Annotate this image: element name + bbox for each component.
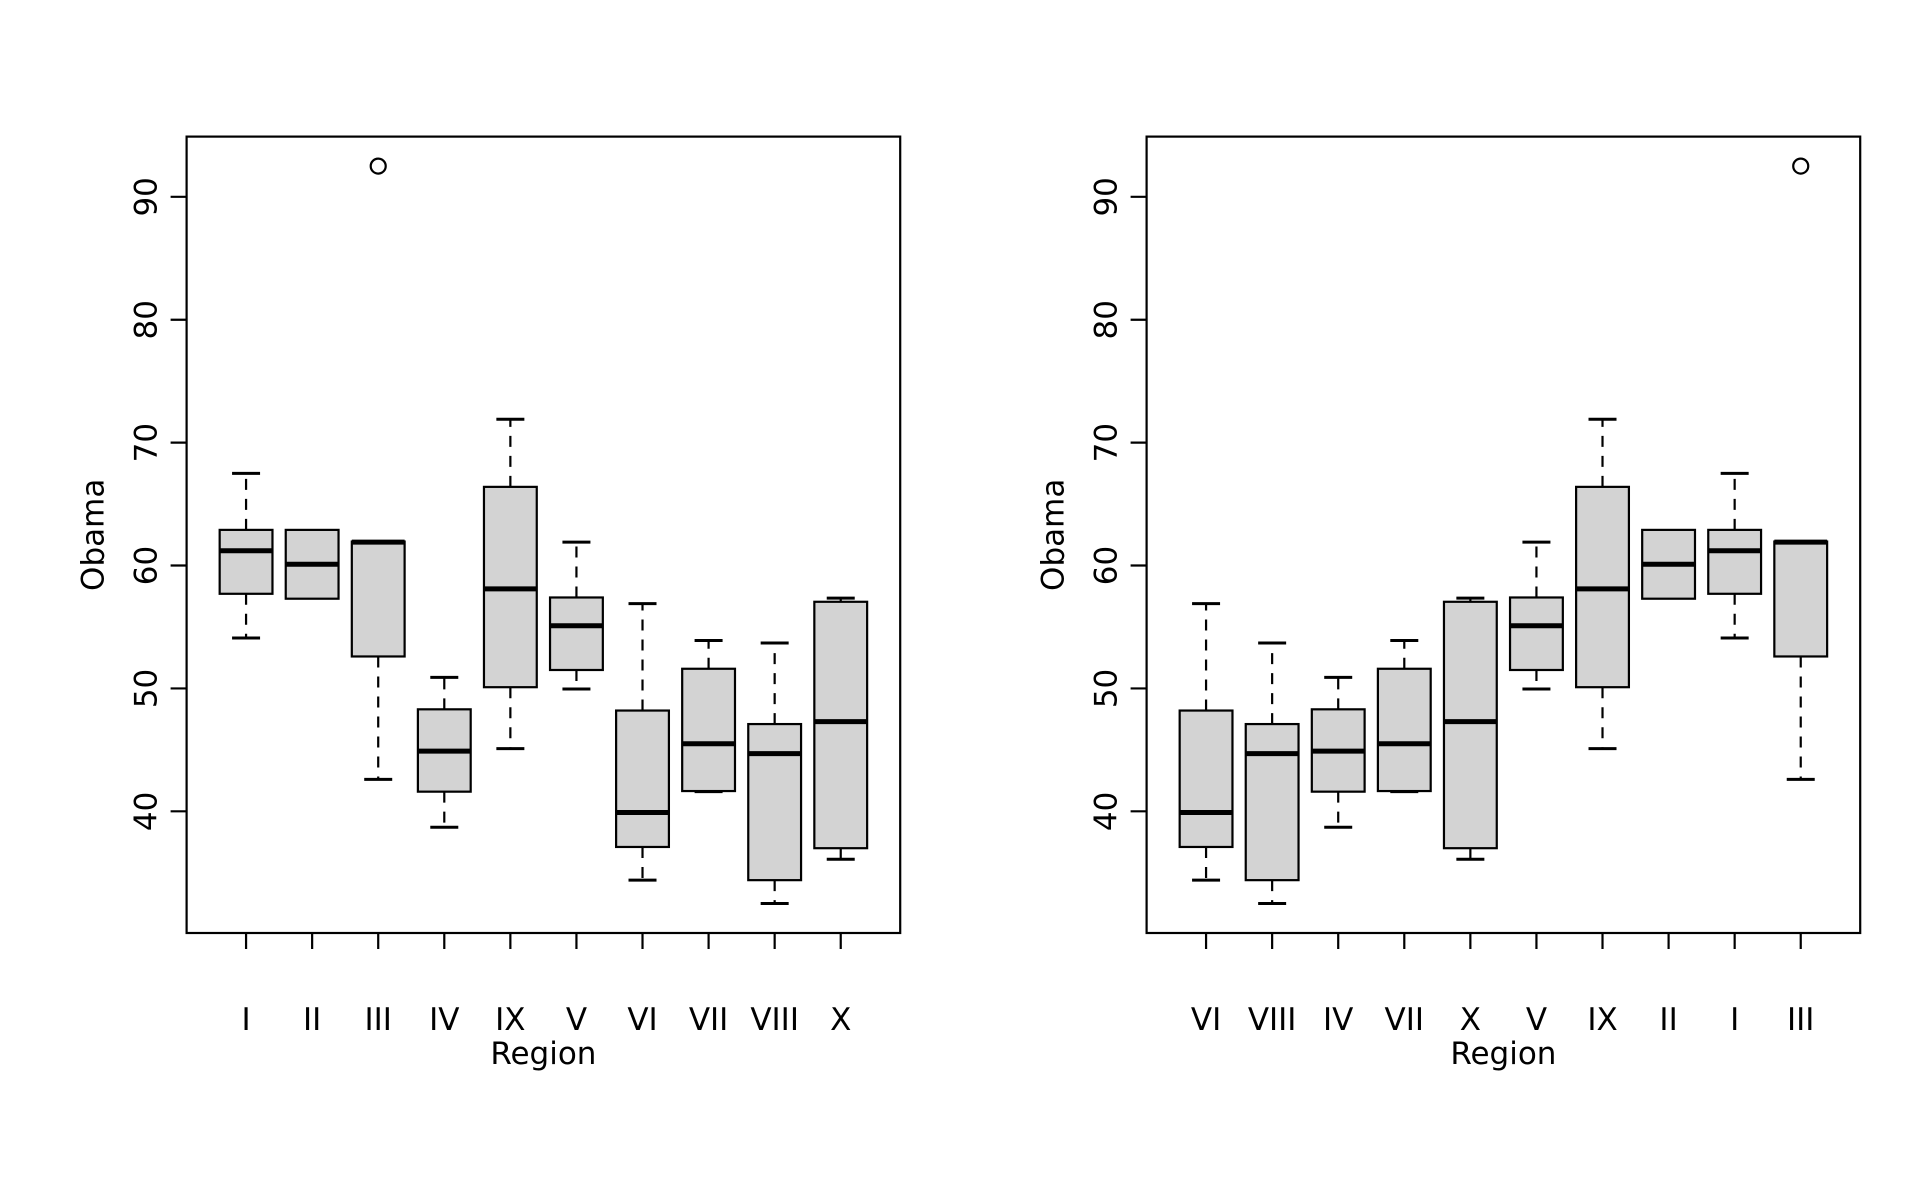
x-tick-label: IV [1323,1002,1353,1038]
box-group-VIII [747,641,803,906]
iqr-box [1508,596,1564,672]
y-tick-label: 60 [129,546,165,585]
x-tick-label: VIII [750,1002,799,1038]
iqr-box [548,596,604,672]
outlier-point [369,157,387,175]
box-group-II [284,528,340,600]
box-group-III [350,157,406,781]
iqr-box [218,528,274,595]
box-group-IX [482,417,538,751]
box-group-III [1773,157,1829,781]
box-group-X [1442,596,1498,861]
iqr-box [1707,528,1763,595]
y-axis-title: Obama [76,479,112,591]
box-group-IV [416,675,472,829]
y-axis-title: Obama [1036,479,1072,591]
y-tick-label: 50 [1089,669,1125,708]
x-tick-label: X [830,1002,851,1038]
box-group-VI [1178,602,1234,882]
x-axis-title: Region [490,1036,596,1072]
x-tick-label: IX [495,1002,525,1038]
iqr-box [615,709,671,849]
iqr-box [1442,600,1498,850]
iqr-box [681,667,737,793]
y-tick-label: 70 [1089,423,1125,462]
x-tick-label: I [1730,1002,1739,1038]
outlier-point [1792,157,1810,175]
iqr-box [350,540,406,658]
x-tick-label: VII [1385,1002,1425,1038]
iqr-box [813,600,869,850]
box-group-V [548,540,604,691]
box-group-VI [615,602,671,882]
y-tick-label: 90 [129,177,165,216]
box-group-VII [1376,638,1432,794]
iqr-box [747,722,803,882]
y-tick-label: 60 [1089,546,1125,585]
x-tick-label: IV [429,1002,459,1038]
y-tick-label: 80 [129,300,165,339]
x-tick-label: I [241,1002,250,1038]
y-tick-label: 40 [1089,792,1125,831]
plot-border [1145,135,1862,935]
y-tick-label: 50 [129,669,165,708]
x-tick-label: III [364,1002,391,1038]
box-group-VII [681,638,737,794]
y-tick-label: 70 [129,423,165,462]
x-tick-label: VIII [1248,1002,1297,1038]
x-tick-label: V [1526,1002,1547,1038]
x-tick-label: III [1787,1002,1814,1038]
y-tick-label: 40 [129,792,165,831]
box-group-IV [1310,675,1366,829]
box-group-I [1707,471,1763,640]
x-tick-label: VII [689,1002,729,1038]
box-group-V [1508,540,1564,691]
iqr-box [1773,540,1829,658]
x-tick-label: IX [1587,1002,1617,1038]
iqr-box [1178,709,1234,849]
box-group-II [1641,528,1697,600]
plot-border [185,135,902,935]
iqr-box [1376,667,1432,793]
box-group-VIII [1244,641,1300,906]
x-tick-label: VI [1191,1002,1221,1038]
x-tick-label: X [1460,1002,1481,1038]
x-tick-label: II [303,1002,321,1038]
y-tick-label: 90 [1089,177,1125,216]
y-tick-label: 80 [1089,300,1125,339]
x-tick-label: II [1659,1002,1677,1038]
x-tick-label: V [566,1002,587,1038]
box-group-X [813,596,869,861]
iqr-box [1244,722,1300,882]
box-group-IX [1575,417,1631,751]
x-axis-title: Region [1450,1036,1556,1072]
x-tick-label: VI [627,1002,657,1038]
box-group-I [218,471,274,640]
